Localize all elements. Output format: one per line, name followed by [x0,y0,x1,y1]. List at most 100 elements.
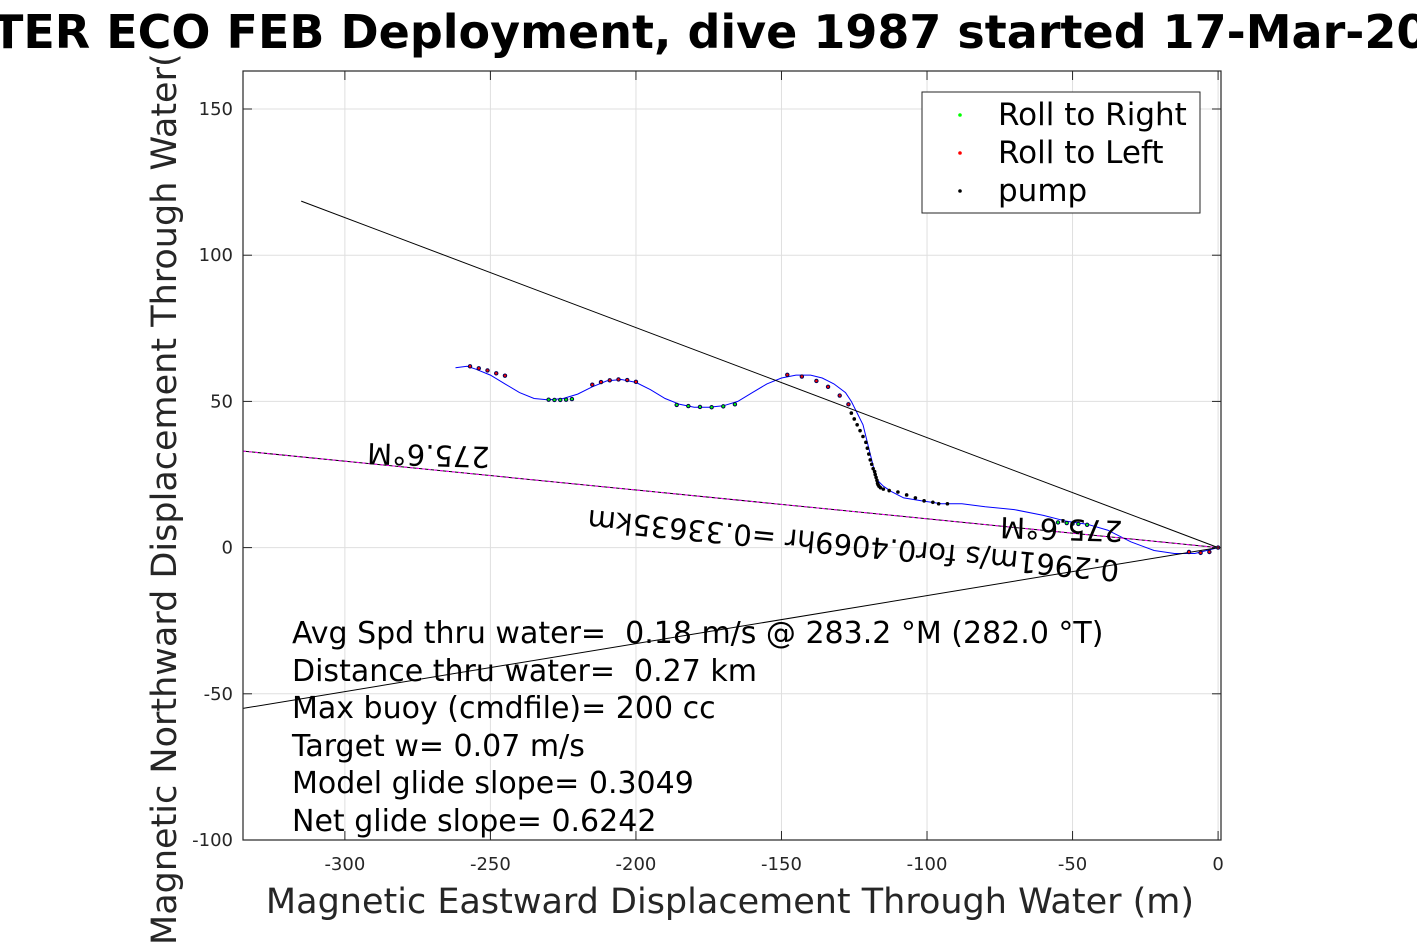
roll-left-marker [1187,550,1191,554]
roll-left-marker [626,378,629,382]
legend-roll-right-marker [958,113,962,117]
pump-marker [858,428,862,433]
legend-pump-label: pump [998,173,1087,209]
legend-roll-left-marker [958,151,962,155]
data-markers [467,364,1221,556]
heading-line [242,450,1219,549]
pump-marker [861,434,865,439]
pump-marker [871,466,875,471]
roll-left-marker [826,385,830,388]
roll-right-marker [570,397,574,401]
axis-ticks: -300 -250 -200 -150 -100 -50 0 -100 -50 0 50 100 150 [192,71,1224,875]
y-tick-label: 100 [199,245,233,266]
pump-marker [878,485,883,490]
pump-marker [852,417,857,421]
heading-label-east: 275.6°M [1000,510,1124,548]
roll-right-marker [1071,522,1074,525]
y-tick-label: -50 [204,684,233,705]
x-tick-label: 0 [1212,854,1223,875]
roll-left-marker [634,380,638,384]
roll-left-marker [468,365,472,368]
roll-right-marker [1085,523,1089,526]
pump-marker [865,446,870,450]
roll-left-marker [495,372,498,375]
pump-marker [922,499,926,503]
y-tick-label: 150 [199,99,233,120]
pump-marker [936,501,941,506]
roll-right-marker [564,398,568,401]
pump-marker [896,490,900,494]
heading-label-west: 275.6°M [367,436,491,474]
roll-left-marker [617,378,620,381]
roll-right-marker [547,398,550,401]
legend-pump-marker [958,189,962,193]
roll-left-marker [815,379,818,383]
track-line [455,365,1219,554]
roll-right-marker [722,405,725,408]
pump-marker [945,501,950,506]
roll-left-marker [591,383,594,386]
stat-model-glide-slope: Model glide slope= 0.3049 [292,766,694,801]
pump-marker [864,440,868,445]
legend-roll-right-label: Roll to Right [998,97,1187,133]
roll-left-marker [786,373,789,376]
roll-right-marker [1056,521,1060,524]
roll-left-marker [847,403,850,406]
roll-left-marker [599,380,603,384]
legend-roll-left-label: Roll to Left [998,135,1164,171]
x-axis-label: Magnetic Eastward Displacement Through W… [266,882,1194,922]
x-tick-label: -150 [761,854,802,875]
roll-left-marker [1208,550,1211,554]
x-tick-label: -50 [1058,854,1087,875]
data-lines [242,200,1219,709]
stat-max-buoy: Max buoy (cmdfile)= 200 cc [292,691,716,726]
roll-left-marker [800,375,804,378]
roll-left-marker [503,374,507,377]
pump-marker [931,500,935,505]
stats-block: Avg Spd thru water= 0.18 m/s @ 283.2 °M … [291,616,1103,839]
stat-target-w: Target w= 0.07 m/s [291,729,585,764]
pump-marker [849,411,854,415]
y-tick-label: -100 [192,830,233,851]
x-tick-label: -200 [616,854,657,875]
roll-right-marker [1065,521,1068,525]
pump-marker [868,458,873,462]
roll-right-marker [733,403,737,406]
stat-avg-speed: Avg Spd thru water= 0.18 m/s @ 283.2 °M … [292,616,1103,651]
pump-marker [874,475,878,480]
roll-left-marker [477,367,480,370]
roll-right-marker [687,404,690,408]
pump-marker [867,452,871,456]
roll-left-marker [1199,551,1202,555]
lower-bound-line [242,547,1219,709]
chart-title: TER ECO FEB Deployment, dive 1987 starte… [0,5,1417,59]
legend-box [921,91,1201,214]
roll-right-marker [559,398,562,402]
pump-marker [869,462,874,467]
roll-right-marker [710,406,713,409]
roll-right-marker [675,403,678,407]
legend: Roll to Right Roll to Left pump [921,91,1201,214]
roll-left-marker [486,369,489,372]
stat-net-glide-slope: Net glide slope= 0.6242 [292,804,656,839]
pump-marker [872,469,877,474]
x-tick-label: -250 [470,854,511,875]
roll-right-marker [1077,522,1080,526]
pump-marker [855,422,859,427]
y-axis-label: Magnetic Northward Displacement Through … [145,53,185,945]
pump-marker [881,487,886,491]
roll-left-marker [608,379,611,382]
stat-distance: Distance thru water= 0.27 km [292,654,757,689]
y-tick-label: 0 [222,538,233,559]
upper-bound-line [301,200,1219,549]
y-tick-label: 50 [210,391,233,412]
axes-box [242,70,1222,841]
pump-marker [904,493,909,497]
roll-right-marker [553,398,556,402]
x-tick-label: -300 [324,854,365,875]
roll-right-marker [698,405,702,409]
roll-left-marker [838,394,841,397]
pump-marker [913,496,918,500]
pump-marker [873,472,878,477]
